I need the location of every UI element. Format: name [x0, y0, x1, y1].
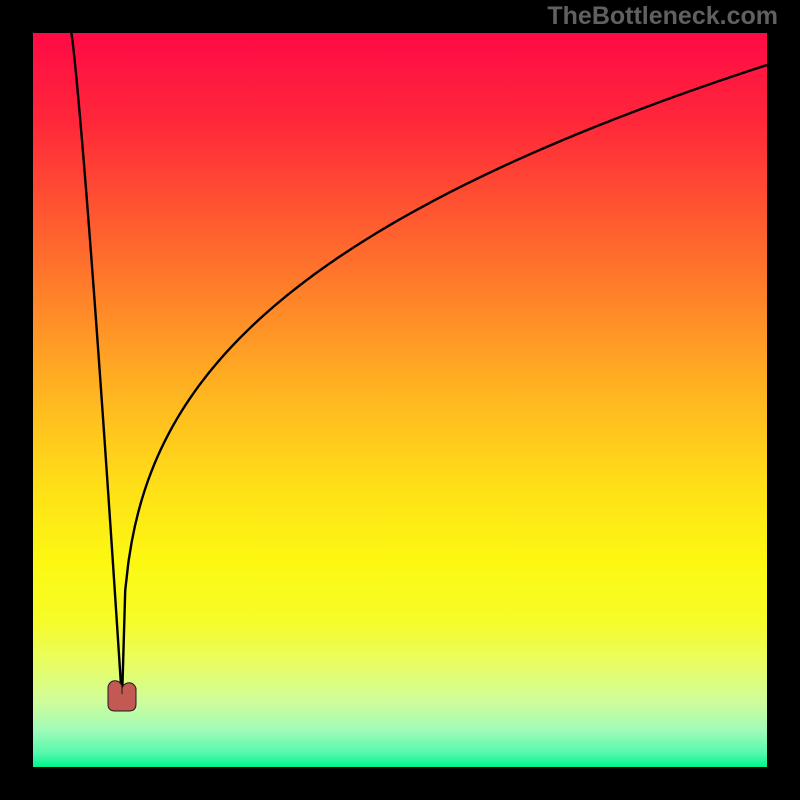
chart-container: TheBottleneck.com	[0, 0, 800, 800]
chart-svg	[0, 0, 800, 800]
gradient-background	[33, 33, 767, 767]
dip-marker-icon	[108, 681, 136, 711]
watermark-text: TheBottleneck.com	[547, 2, 778, 31]
